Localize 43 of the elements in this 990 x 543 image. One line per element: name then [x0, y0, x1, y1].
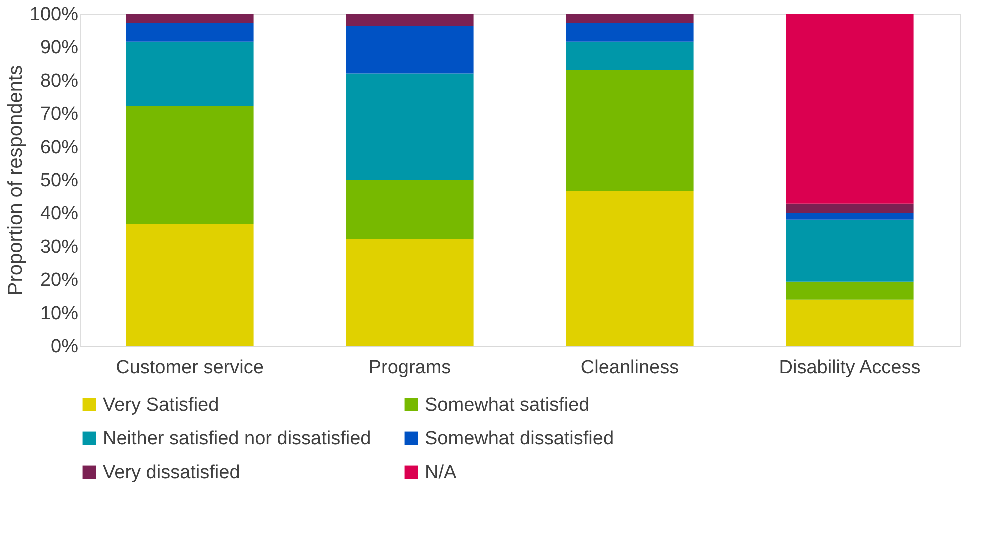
y-tick-label: 30%: [40, 236, 79, 258]
bar: [566, 14, 694, 23]
bar: [126, 106, 254, 224]
bar: [786, 300, 914, 346]
x-tick-label: Customer service: [116, 358, 264, 378]
x-tick-label: Programs: [368, 358, 452, 378]
y-tick-label: 80%: [40, 70, 79, 92]
bar: [566, 42, 694, 70]
y-tick-label: 40%: [40, 204, 79, 225]
bar: [126, 224, 254, 346]
bar: [126, 42, 254, 106]
bar: [346, 14, 474, 26]
y-tick-label: 0%: [51, 336, 79, 358]
bar: [786, 204, 914, 214]
y-tick-label: 90%: [40, 38, 79, 59]
bar: [346, 239, 474, 346]
bar: [346, 180, 474, 240]
legend-label: Very dissatisfied: [103, 462, 240, 484]
bar: [126, 14, 254, 23]
bar: [346, 74, 474, 180]
y-axis-title: Proportion of respondents: [4, 65, 27, 296]
bar: [786, 213, 914, 220]
bar: [786, 220, 914, 282]
legend-label: N/A: [425, 462, 457, 484]
bar: [786, 14, 914, 204]
bar: [566, 70, 694, 191]
bar: [566, 190, 694, 346]
y-tick-label: 50%: [40, 170, 79, 192]
bar: [126, 22, 254, 42]
y-tick-label: 20%: [40, 270, 79, 292]
y-tick-label: 60%: [40, 137, 79, 158]
legend-label: Somewhat satisfied: [425, 394, 590, 416]
x-tick-label: Disability Access: [779, 358, 921, 378]
y-tick-label: 100%: [30, 4, 79, 26]
legend-label: Very Satisfied: [103, 394, 220, 416]
y-tick-label: 10%: [40, 303, 79, 324]
bar: [346, 26, 474, 74]
y-tick-label: 70%: [40, 104, 79, 126]
x-tick-label: Cleanliness: [580, 358, 680, 378]
legend-label: Somewhat dissatisfied: [425, 428, 614, 450]
legend-label: Neither satisfied nor dissatisfied: [103, 428, 372, 450]
bar: [566, 22, 694, 42]
bar: [786, 282, 914, 300]
